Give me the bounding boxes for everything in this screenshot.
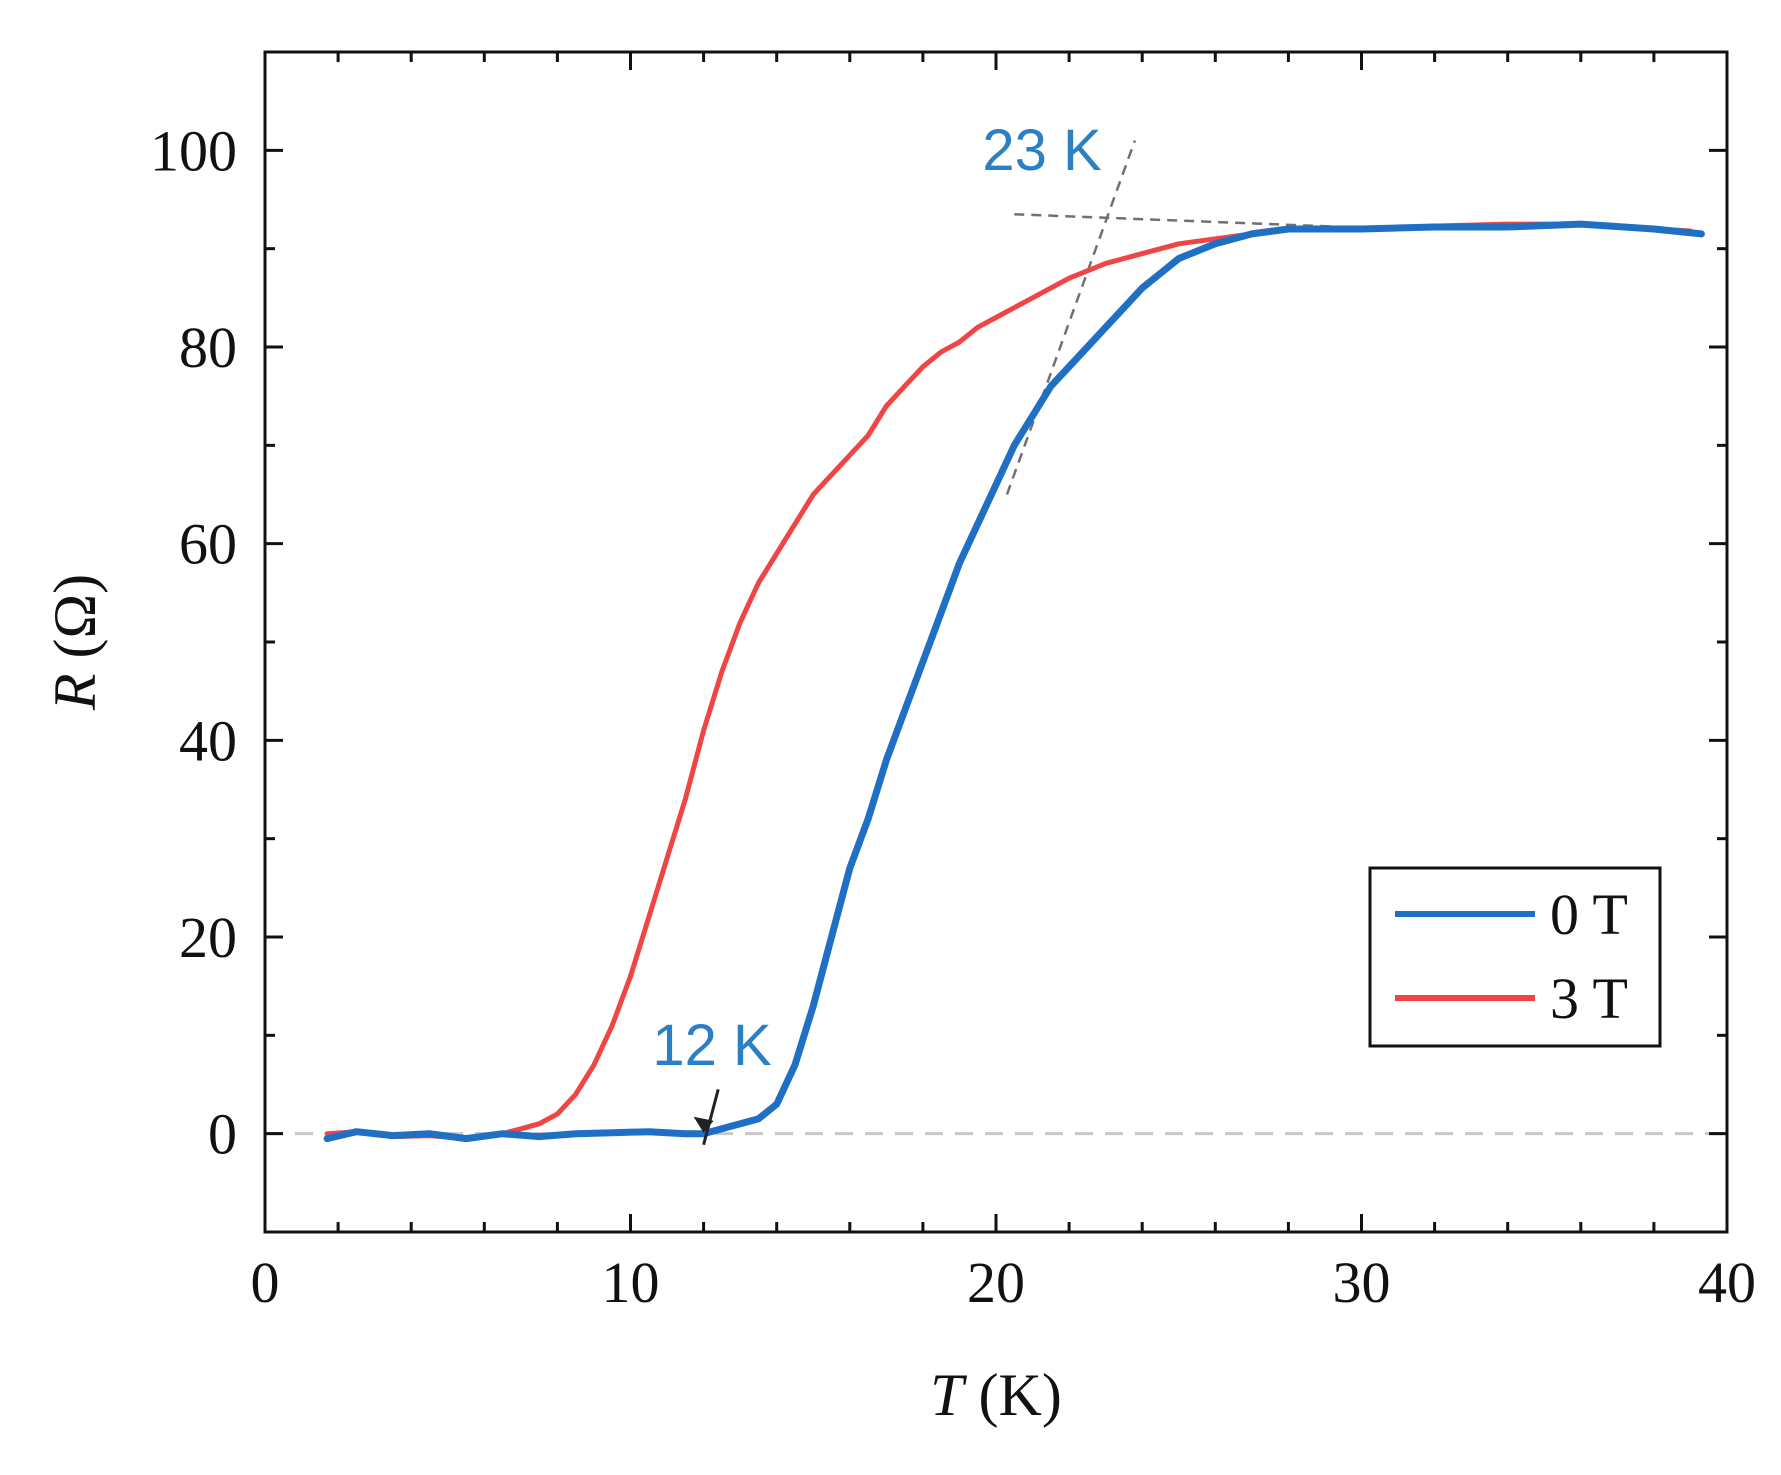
legend-label-0T: 0 T (1550, 882, 1628, 947)
y-tick-label-80: 80 (179, 315, 237, 380)
y-tick-label-20: 20 (179, 905, 237, 970)
x-axis-title: T (K) (930, 1362, 1062, 1428)
y-axis-variable: R (42, 673, 108, 711)
zero-resistance-temperature-label: 12 K (652, 1013, 772, 1078)
axis-tick-labels: 0 10 20 30 40 0 20 40 60 80 100 (150, 118, 1756, 1315)
x-axis-unit: (K) (964, 1362, 1062, 1428)
arrow-shaft (702, 1089, 720, 1146)
y-tick-label-60: 60 (179, 512, 237, 577)
axis-ticks (263, 50, 1729, 1234)
legend: 0 T 3 T (1368, 866, 1662, 1048)
legend-box (1368, 866, 1662, 1048)
annotations: 23 K 12 K (652, 118, 1102, 1146)
legend-label-3T: 3 T (1550, 966, 1628, 1031)
onset-temperature-label: 23 K (982, 118, 1102, 183)
x-axis-variable: T (930, 1362, 967, 1428)
y-axis-unit: (Ω) (42, 574, 108, 674)
x-tick-label-40: 40 (1698, 1250, 1756, 1315)
series-line-0T (323, 220, 1705, 1143)
y-tick-label-0: 0 (208, 1102, 237, 1167)
x-tick-label-20: 20 (967, 1250, 1025, 1315)
plateau-tangent-line (1014, 213, 1399, 231)
x-tick-label-30: 30 (1333, 1250, 1391, 1315)
arrow-head (693, 1116, 714, 1133)
steep-tangent-line (1005, 140, 1137, 495)
series-group (323, 220, 1705, 1143)
y-tick-label-40: 40 (179, 708, 237, 773)
x-tick-label-10: 10 (602, 1250, 660, 1315)
x-tick-label-0: 0 (251, 1250, 280, 1315)
y-tick-label-100: 100 (150, 118, 237, 183)
y-axis-title: R (Ω) (42, 574, 108, 711)
